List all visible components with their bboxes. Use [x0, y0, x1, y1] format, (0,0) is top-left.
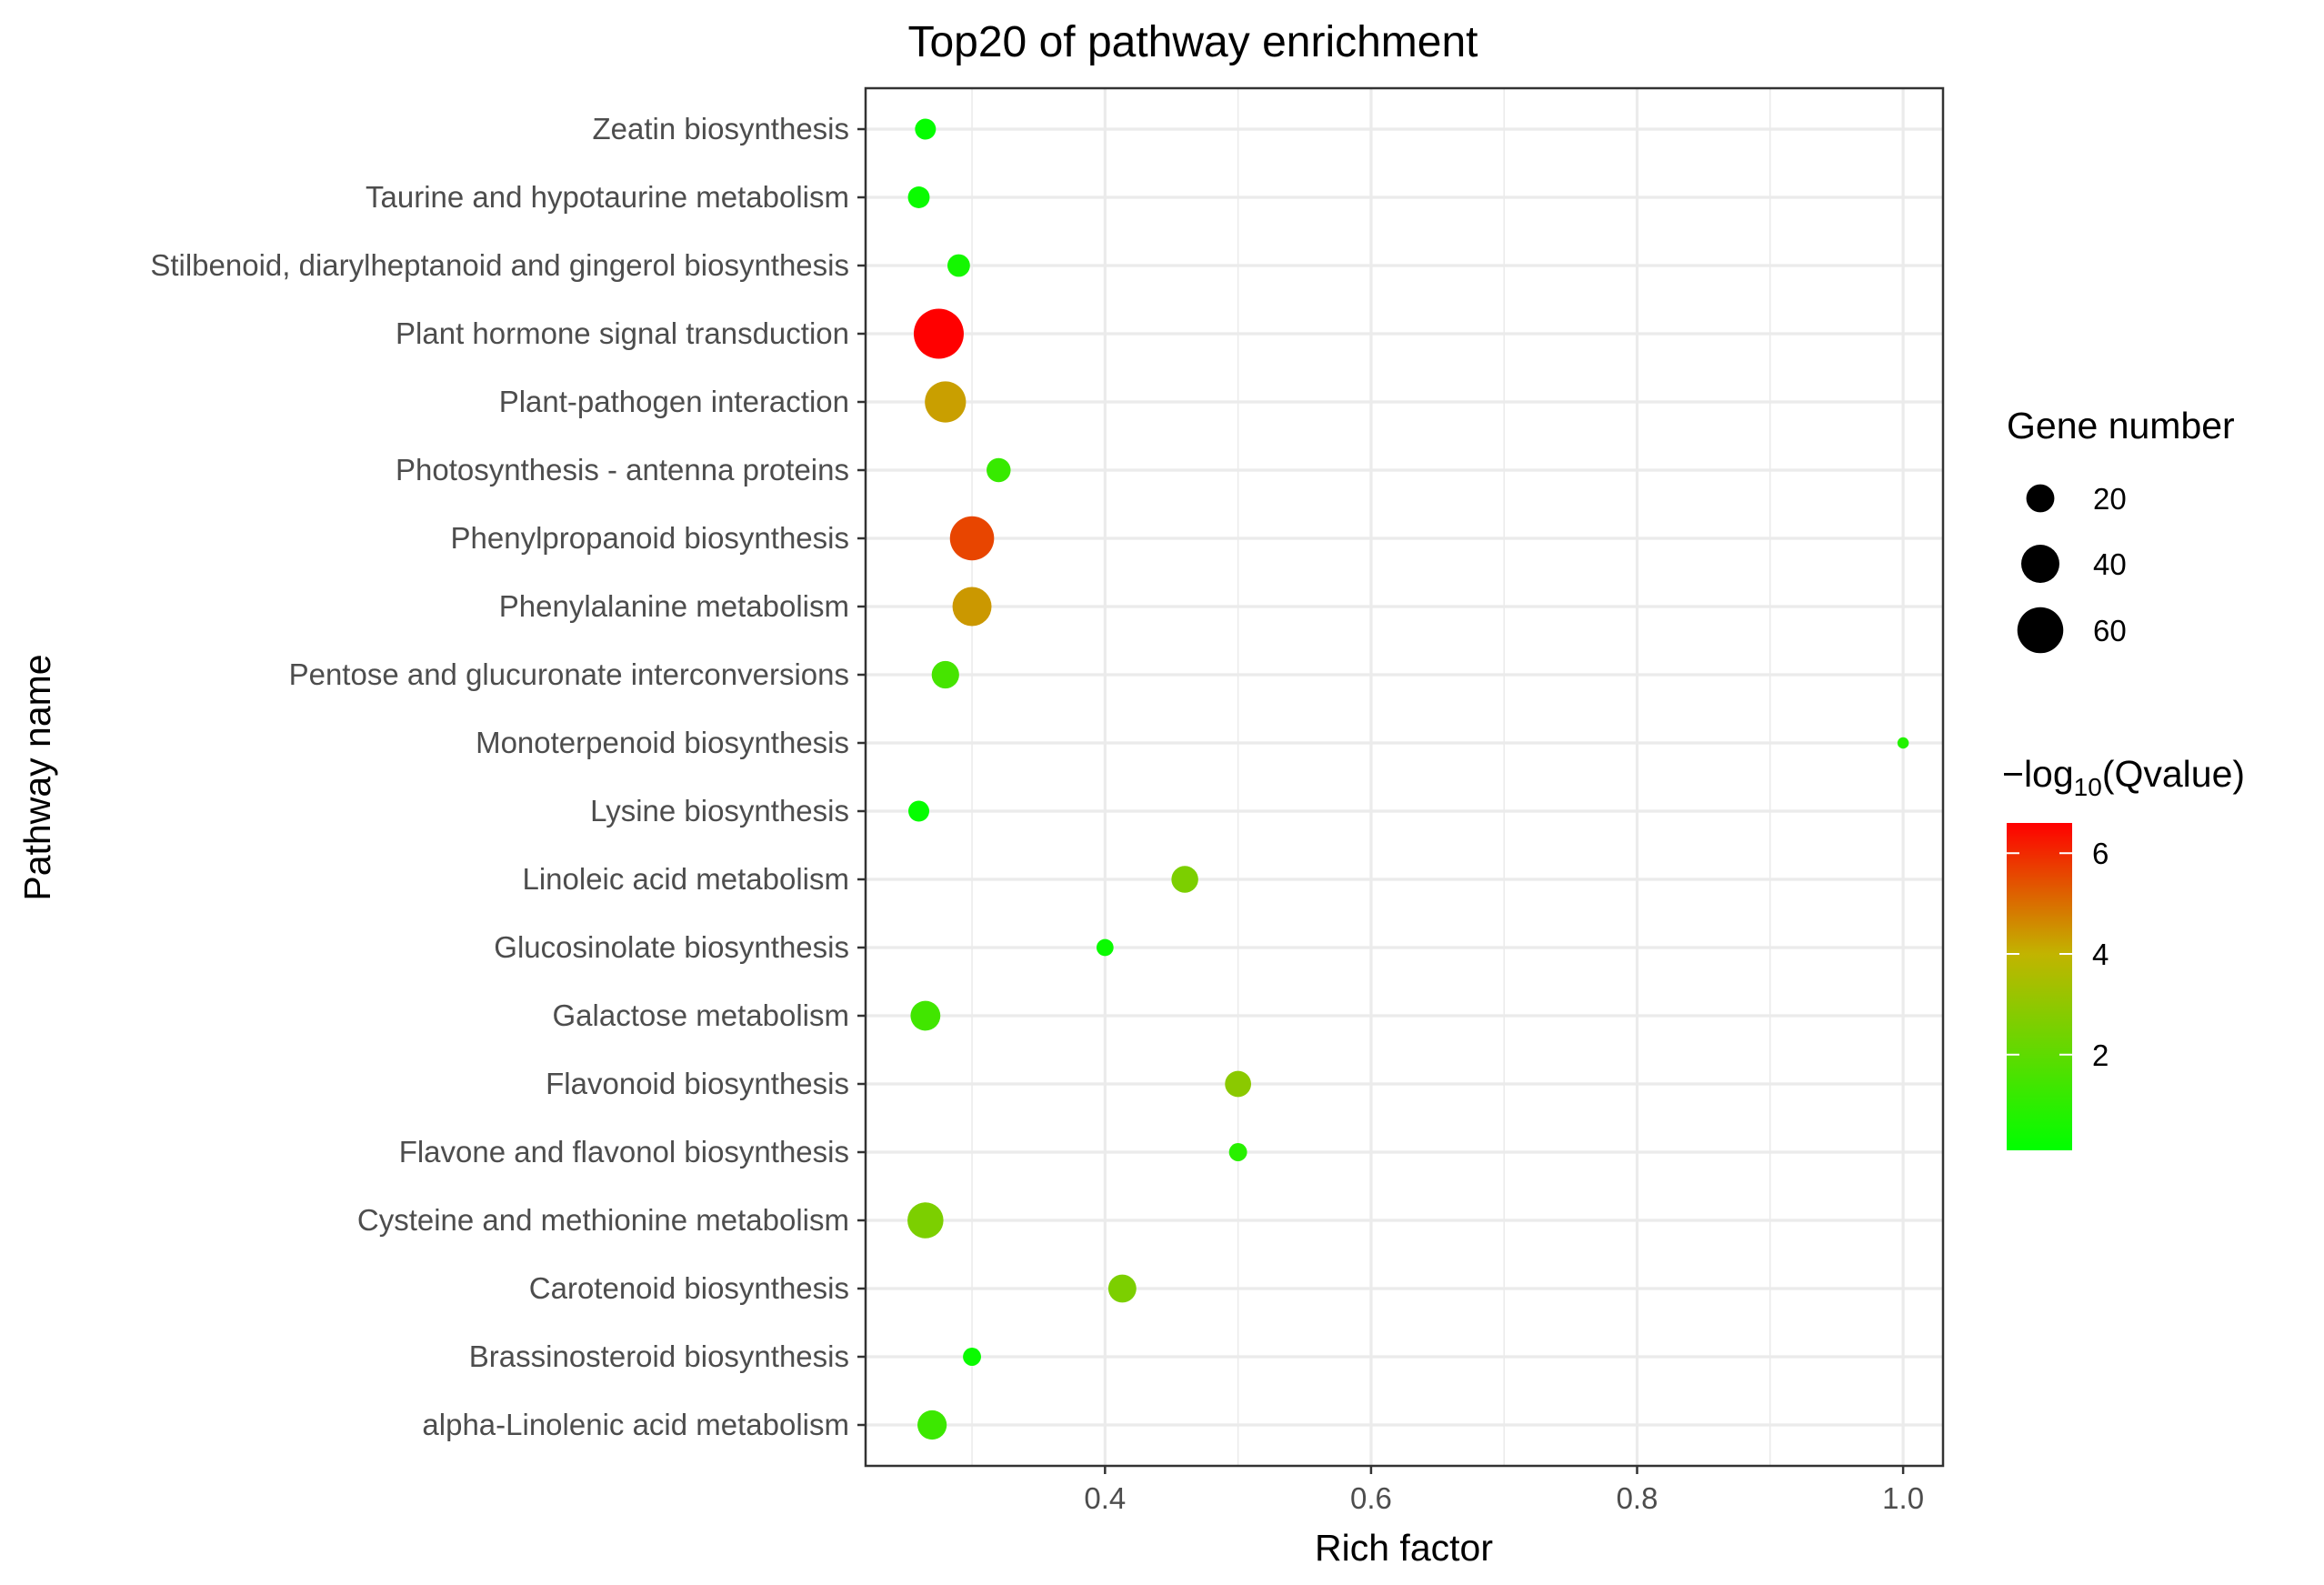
data-point — [907, 1202, 944, 1239]
size-legend-title: Gene number — [2007, 405, 2235, 446]
color-bar — [2007, 823, 2072, 1150]
y-tick-label: Plant hormone signal transduction — [396, 316, 849, 350]
y-axis-ticks: alpha-Linolenic acid metabolism Brassinos… — [150, 112, 866, 1441]
y-tick-label: Plant-pathogen interaction — [499, 385, 849, 418]
data-point — [952, 587, 992, 627]
panel-background — [866, 88, 1943, 1466]
size-legend-key — [2017, 607, 2064, 654]
size-legend-label: 60 — [2093, 614, 2127, 647]
data-point — [1096, 938, 1114, 957]
data-point — [963, 1348, 981, 1366]
plot-panel — [864, 86, 1945, 1468]
x-tick-label: 0.8 — [1617, 1481, 1658, 1515]
color-legend: −log10(Qvalue) 2 4 6 — [2002, 753, 2245, 1150]
color-legend-title-prefix: −log — [2002, 753, 2074, 795]
y-tick-label: Brassinosteroid biosynthesis — [469, 1339, 849, 1373]
y-tick-label: Zeatin biosynthesis — [593, 112, 849, 145]
data-point — [987, 457, 1011, 483]
y-tick-label: Carotenoid biosynthesis — [529, 1271, 849, 1305]
color-legend-label: 2 — [2092, 1038, 2109, 1072]
y-tick-label: Lysine biosynthesis — [590, 794, 849, 828]
x-axis-ticks: 0.4 0.6 0.8 1.0 — [1084, 1466, 1924, 1515]
size-legend-key — [2021, 545, 2059, 583]
data-point — [947, 254, 970, 277]
data-point — [931, 660, 959, 689]
color-legend-label: 4 — [2092, 938, 2109, 971]
y-tick-label: Taurine and hypotaurine metabolism — [366, 180, 849, 214]
y-tick-label: Flavone and flavonol biosynthesis — [399, 1135, 849, 1169]
y-tick-label: Cysteine and methionine metabolism — [357, 1203, 849, 1237]
y-tick-label: Glucosinolate biosynthesis — [494, 930, 849, 964]
color-legend-title-suffix: (Qvalue) — [2102, 753, 2245, 795]
data-point — [1897, 737, 1909, 749]
y-tick-label: Galactose metabolism — [553, 998, 849, 1032]
panel-border — [864, 86, 1945, 1468]
x-tick-label: 1.0 — [1882, 1481, 1924, 1515]
minor-gridlines — [971, 88, 1771, 1466]
color-legend-title-subscript: 10 — [2074, 773, 2102, 801]
size-legend-label: 20 — [2093, 482, 2127, 516]
x-axis-title: Rich factor — [1315, 1527, 1493, 1569]
chart-title: Top20 of pathway enrichment — [907, 18, 1478, 66]
data-point — [915, 118, 937, 140]
size-legend-key — [2026, 484, 2055, 513]
data-point — [907, 186, 930, 208]
y-tick-label: alpha-Linolenic acid metabolism — [422, 1408, 849, 1441]
y-tick-label: Phenylalanine metabolism — [499, 589, 849, 623]
size-legend-label: 40 — [2093, 547, 2127, 581]
data-point — [908, 800, 930, 822]
data-point — [949, 516, 995, 561]
major-gridlines — [866, 88, 1943, 1466]
color-legend-label: 6 — [2092, 837, 2109, 870]
x-tick-label: 0.4 — [1084, 1481, 1126, 1515]
y-tick-label: Flavonoid biosynthesis — [546, 1067, 849, 1100]
color-legend-title: −log10(Qvalue) — [2002, 753, 2245, 801]
data-point — [1171, 866, 1198, 893]
y-tick-label: Stilbenoid, diarylheptanoid and gingerol… — [150, 248, 849, 282]
y-tick-label: Phenylpropanoid biosynthesis — [451, 521, 849, 555]
data-point — [913, 308, 964, 359]
y-tick-label: Linoleic acid metabolism — [522, 862, 849, 896]
data-point — [1107, 1274, 1137, 1303]
data-point — [1225, 1070, 1252, 1098]
y-axis-title: Pathway name — [16, 654, 58, 900]
size-legend: Gene number 20 40 60 — [2007, 405, 2235, 654]
data-points — [907, 118, 1909, 1440]
x-tick-label: 0.6 — [1350, 1481, 1392, 1515]
data-point — [910, 1000, 941, 1031]
data-point — [925, 381, 967, 423]
data-point — [1228, 1143, 1247, 1161]
data-point — [917, 1409, 947, 1440]
y-tick-label: Photosynthesis - antenna proteins — [396, 453, 849, 487]
y-tick-label: Pentose and glucuronate interconversions — [289, 657, 849, 691]
y-tick-label: Monoterpenoid biosynthesis — [476, 726, 849, 759]
